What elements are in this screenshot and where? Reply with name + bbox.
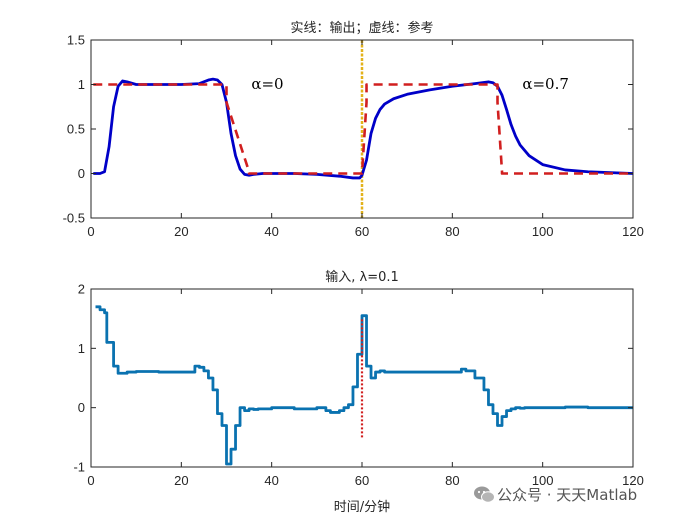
top-axes: 实线：输出；虚线：参考 0 20 40 60 80 100 120-0.500.511.5 … [63,20,644,239]
x-tick-label: 120 [622,224,644,239]
bottom-plot-area [95,305,633,466]
x-tick-label: 60 [355,473,369,488]
y-tick-label: 1.5 [67,33,85,48]
reference-series-line [93,83,633,175]
input-series-line [95,305,633,466]
x-tick-label: 20 [174,473,188,488]
top-chart-title: 实线：输出；虚线：参考 [290,20,433,36]
watermark-text: 公众号 · 天天Matlab [497,486,637,504]
x-tick-label: 80 [445,473,459,488]
y-tick-label: 2 [78,282,85,297]
annotation-alpha-0: α=0 [251,75,283,93]
wechat-icon [474,486,495,503]
x-tick-label: 80 [445,224,459,239]
x-tick-label: 20 [174,224,188,239]
x-tick-label: 0 [87,224,94,239]
y-tick-label: 1 [78,77,85,92]
watermark: 公众号 · 天天Matlab [474,486,637,504]
x-tick-label: 40 [264,473,278,488]
x-tick-label: 100 [532,473,554,488]
x-tick-label: 60 [355,224,369,239]
y-tick-label: 0 [78,400,85,415]
annotation-alpha-0-7: α=0.7 [522,75,569,93]
y-tick-label: 1 [78,341,85,356]
top-plot-area [93,40,634,218]
x-tick-label: 40 [264,224,278,239]
x-tick-label: 0 [87,473,94,488]
bottom-chart-title: 输入, λ=0.1 [325,269,399,285]
y-tick-label: -1 [73,460,85,475]
x-axis-label: 时间/分钟 [334,499,390,515]
x-tick-label: 100 [532,224,554,239]
y-tick-label: 0.5 [67,122,85,137]
top-ticks: 0 20 40 60 80 100 120-0.500.511.5 [63,33,644,240]
y-tick-label: 0 [78,166,85,181]
x-tick-label: 120 [622,473,644,488]
y-tick-label: -0.5 [63,211,85,226]
